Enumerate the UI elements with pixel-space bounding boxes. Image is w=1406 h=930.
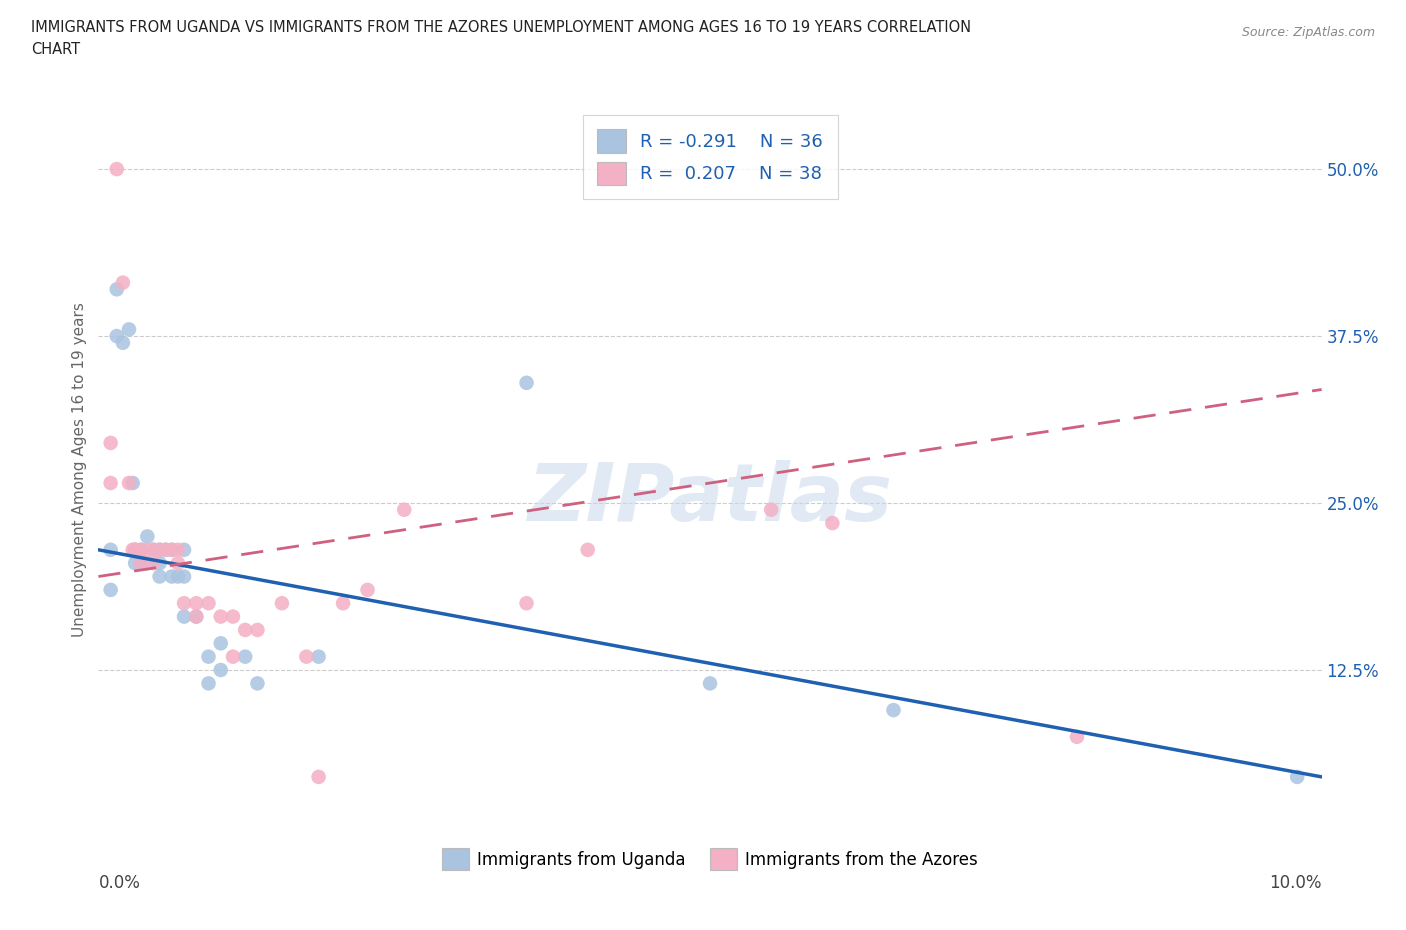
- Point: [246, 676, 269, 691]
- Point: [129, 542, 152, 557]
- Point: [136, 529, 159, 544]
- Point: [142, 556, 165, 571]
- Point: [129, 556, 152, 571]
- Point: [142, 542, 165, 557]
- Point: [883, 703, 905, 718]
- Point: [209, 609, 232, 624]
- Point: [124, 556, 146, 571]
- Point: [308, 649, 330, 664]
- Point: [308, 769, 330, 784]
- Point: [209, 662, 232, 677]
- Point: [121, 475, 143, 490]
- Point: [332, 596, 354, 611]
- Point: [173, 542, 195, 557]
- Point: [129, 542, 152, 557]
- Point: [186, 596, 208, 611]
- Point: [186, 609, 208, 624]
- Point: [516, 376, 538, 391]
- Point: [356, 582, 378, 597]
- Legend: Immigrants from Uganda, Immigrants from the Azores: Immigrants from Uganda, Immigrants from …: [436, 842, 984, 876]
- Point: [105, 162, 128, 177]
- Point: [118, 322, 141, 337]
- Point: [197, 649, 219, 664]
- Y-axis label: Unemployment Among Ages 16 to 19 years: Unemployment Among Ages 16 to 19 years: [72, 302, 87, 637]
- Point: [186, 609, 208, 624]
- Point: [173, 569, 195, 584]
- Point: [142, 542, 165, 557]
- Point: [222, 609, 245, 624]
- Point: [149, 556, 172, 571]
- Point: [516, 596, 538, 611]
- Point: [821, 515, 844, 530]
- Point: [209, 636, 232, 651]
- Point: [167, 556, 190, 571]
- Point: [173, 596, 195, 611]
- Point: [124, 542, 146, 557]
- Point: [167, 542, 190, 557]
- Point: [392, 502, 416, 517]
- Point: [149, 569, 172, 584]
- Point: [100, 475, 122, 490]
- Point: [118, 475, 141, 490]
- Point: [100, 435, 122, 450]
- Text: IMMIGRANTS FROM UGANDA VS IMMIGRANTS FROM THE AZORES UNEMPLOYMENT AMONG AGES 16 : IMMIGRANTS FROM UGANDA VS IMMIGRANTS FRO…: [31, 20, 972, 35]
- Point: [576, 542, 599, 557]
- Point: [160, 542, 183, 557]
- Text: Source: ZipAtlas.com: Source: ZipAtlas.com: [1241, 26, 1375, 39]
- Point: [233, 622, 256, 637]
- Point: [160, 542, 183, 557]
- Point: [100, 542, 122, 557]
- Text: ZIPatlas: ZIPatlas: [527, 460, 893, 538]
- Point: [121, 542, 143, 557]
- Point: [136, 556, 159, 571]
- Point: [246, 622, 269, 637]
- Point: [136, 542, 159, 557]
- Point: [197, 596, 219, 611]
- Point: [155, 542, 177, 557]
- Point: [124, 542, 146, 557]
- Point: [155, 542, 177, 557]
- Point: [295, 649, 318, 664]
- Point: [149, 542, 172, 557]
- Point: [1286, 769, 1309, 784]
- Point: [124, 542, 146, 557]
- Point: [105, 328, 128, 343]
- Point: [149, 542, 172, 557]
- Point: [111, 336, 134, 351]
- Text: CHART: CHART: [31, 42, 80, 57]
- Point: [233, 649, 256, 664]
- Point: [759, 502, 782, 517]
- Point: [173, 609, 195, 624]
- Point: [270, 596, 292, 611]
- Point: [129, 556, 152, 571]
- Point: [222, 649, 245, 664]
- Point: [699, 676, 721, 691]
- Point: [100, 582, 122, 597]
- Point: [197, 676, 219, 691]
- Point: [167, 569, 190, 584]
- Point: [160, 569, 183, 584]
- Point: [1066, 729, 1088, 744]
- Point: [111, 275, 134, 290]
- Text: 0.0%: 0.0%: [98, 874, 141, 893]
- Point: [105, 282, 128, 297]
- Text: 10.0%: 10.0%: [1270, 874, 1322, 893]
